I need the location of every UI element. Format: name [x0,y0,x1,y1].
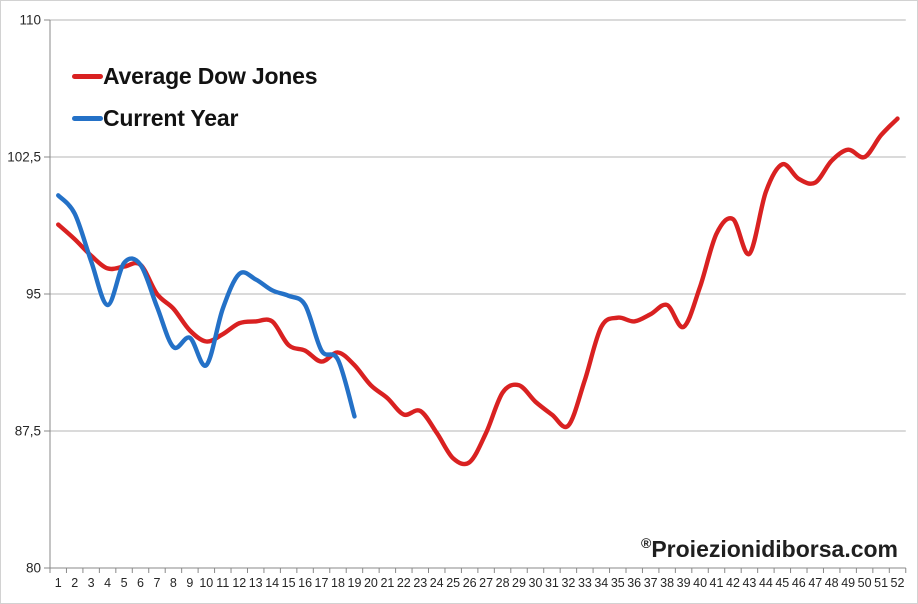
x-tick-label: 48 [825,576,839,590]
x-tick-label: 40 [693,576,707,590]
x-tick-label: 45 [775,576,789,590]
x-tick-label: 15 [282,576,296,590]
x-tick-label: 5 [121,576,128,590]
series-line-current-year [56,193,357,419]
x-tick-label: 25 [446,576,460,590]
x-tick-label: 39 [677,576,691,590]
watermark: ®Proiezionidiborsa.com [641,535,898,563]
x-tick-label: 21 [380,576,394,590]
y-tick-label: 102,5 [7,150,41,165]
x-tick-label: 33 [578,576,592,590]
x-tick-label: 19 [348,576,362,590]
x-tick-label: 2 [71,576,78,590]
x-tick-label: 38 [660,576,674,590]
x-tick-label: 51 [874,576,888,590]
x-tick-label: 26 [463,576,477,590]
x-tick-label: 10 [199,576,213,590]
y-tick-label: 95 [26,287,41,302]
x-tick-label: 8 [170,576,177,590]
x-tick-label: 6 [137,576,144,590]
x-tick-label: 16 [298,576,312,590]
x-tick-label: 22 [397,576,411,590]
legend-label-average-dow-jones: Average Dow Jones [103,63,318,89]
legend-swatch-average-dow-jones [72,73,103,79]
x-tick-label: 9 [186,576,193,590]
y-tick-label: 110 [19,13,41,28]
x-tick-label: 37 [644,576,658,590]
x-tick-label: 3 [88,576,95,590]
legend-item-current-year: Current Year [72,103,317,133]
legend-swatch-current-year [72,115,103,121]
x-tick-label: 43 [742,576,756,590]
x-tick-label: 17 [315,576,329,590]
series-line-average-dow-jones [56,116,900,467]
x-tick-label: 50 [858,576,872,590]
x-tick-label: 29 [512,576,526,590]
x-tick-label: 41 [710,576,724,590]
legend-label-current-year: Current Year [103,105,239,131]
x-tick-label: 4 [104,576,111,590]
legend: Average Dow Jones Current Year [72,61,318,133]
x-tick-label: 46 [792,576,806,590]
x-tick-label: 7 [154,576,161,590]
x-tick-label: 24 [430,576,444,590]
x-tick-label: 14 [265,576,279,590]
x-tick-label: 1 [55,576,62,590]
y-tick-label: 87,5 [15,424,41,439]
watermark-text: Proiezionidiborsa.com [651,536,898,562]
x-tick-label: 27 [479,576,493,590]
x-tick-label: 34 [594,576,608,590]
x-tick-label: 23 [413,576,427,590]
x-tick-label: 20 [364,576,378,590]
x-tick-label: 32 [561,576,575,590]
x-tick-label: 28 [496,576,510,590]
x-tick-label: 30 [529,576,543,590]
x-tick-label: 31 [545,576,559,590]
x-tick-label: 35 [611,576,625,590]
x-tick-label: 52 [891,576,905,590]
x-tick-label: 47 [808,576,822,590]
x-tick-label: 13 [249,576,263,590]
x-tick-label: 42 [726,576,740,590]
x-tick-label: 12 [232,576,246,590]
registered-trademark-icon: ® [641,535,652,551]
x-tick-label: 36 [627,576,641,590]
x-tick-label: 44 [759,576,773,590]
x-tick-label: 18 [331,576,345,590]
x-tick-label: 49 [841,576,855,590]
x-tick-label: 11 [216,576,229,590]
y-tick-label: 80 [26,561,41,576]
legend-item-average-dow-jones: Average Dow Jones [72,61,318,91]
